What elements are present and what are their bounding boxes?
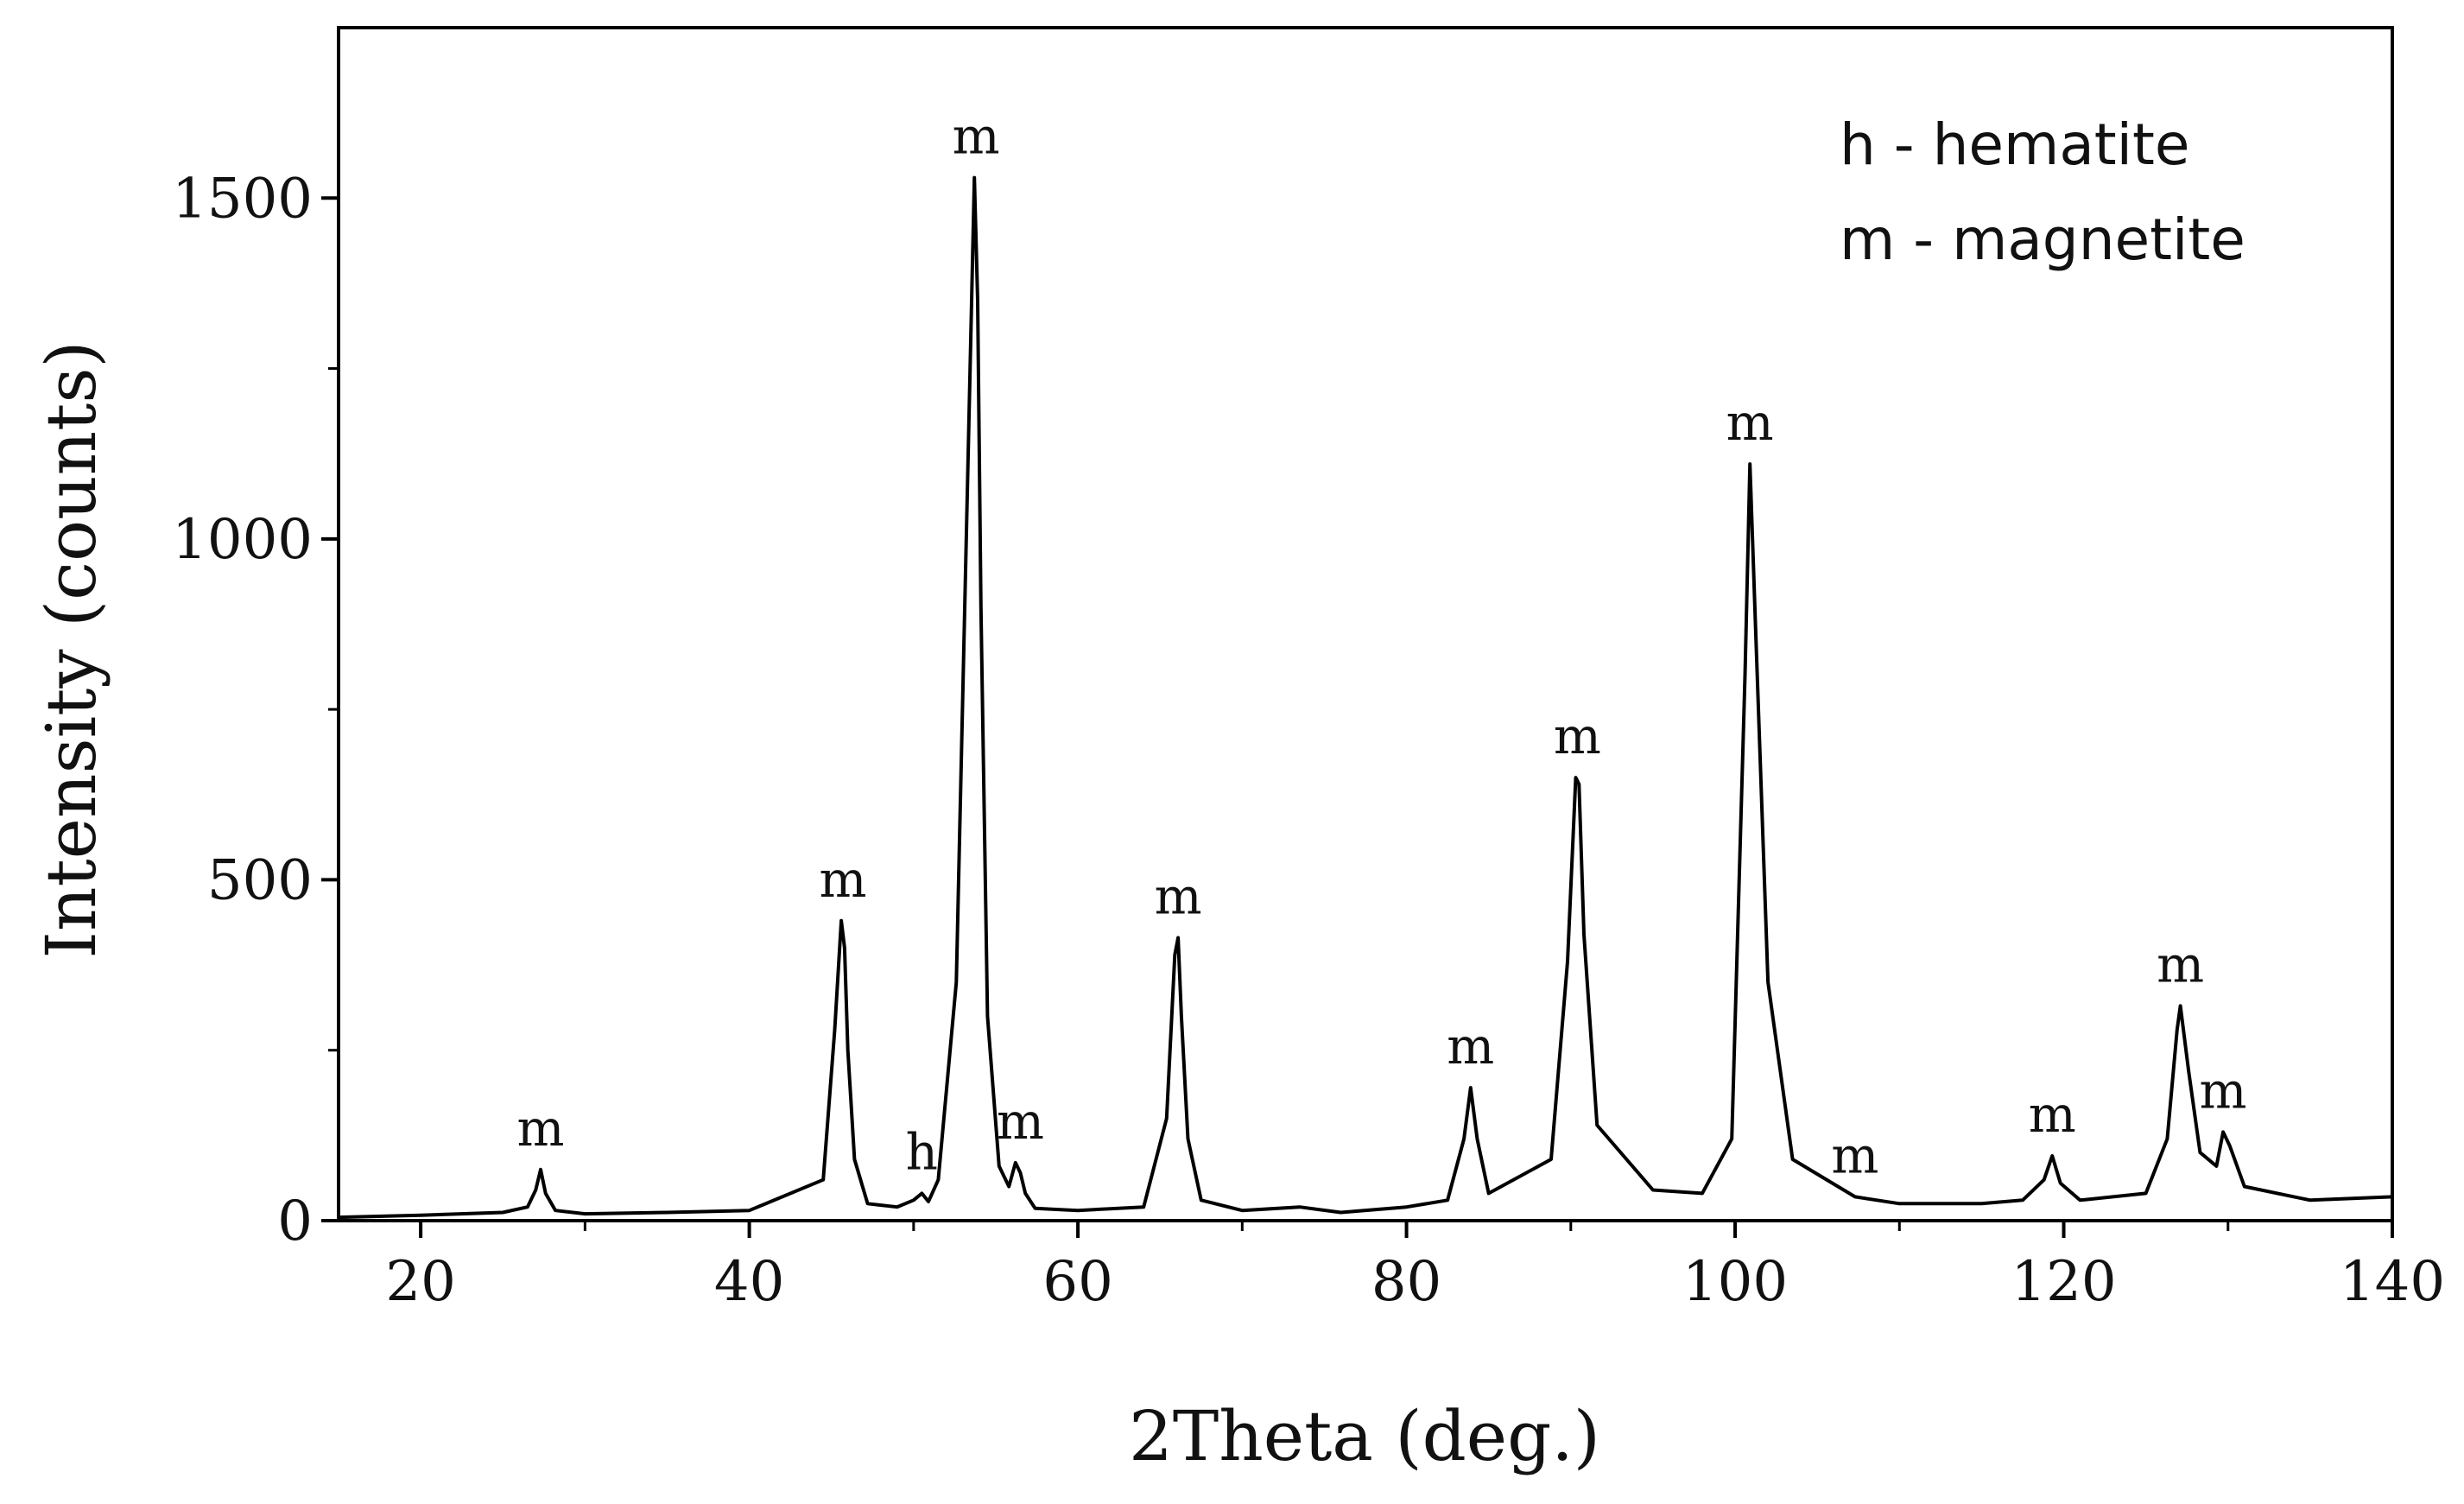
y-tick-label: 1500 — [172, 167, 313, 231]
peak-label: m — [1554, 707, 1601, 765]
y-tick-label: 500 — [207, 848, 313, 912]
x-axis-title: 2Theta (deg.) — [1129, 1396, 1600, 1476]
x-tick-label: 60 — [1042, 1250, 1112, 1314]
x-tick-label: 140 — [2340, 1250, 2445, 1314]
peak-label: m — [1831, 1126, 1878, 1184]
x-tick-label: 100 — [1682, 1250, 1788, 1314]
peak-label: m — [1447, 1017, 1494, 1076]
peak-label: m — [2157, 935, 2204, 993]
peak-label: m — [2029, 1085, 2076, 1144]
peak-label: m — [2200, 1061, 2247, 1120]
peak-label: m — [1726, 393, 1774, 452]
plot-frame — [337, 26, 2394, 1222]
xrd-series-line — [338, 175, 2393, 1220]
y-axis-title: Intensity (counts) — [31, 340, 111, 958]
x-tick-label: 120 — [2011, 1250, 2116, 1314]
legend-entry-magnetite: m - magnetite — [1840, 206, 2245, 273]
peak-label: m — [1155, 867, 1202, 926]
y-tick-label: 1000 — [172, 508, 313, 572]
peak-label: h — [906, 1122, 938, 1181]
x-tick-label: 80 — [1371, 1250, 1441, 1314]
y-tick-label: 0 — [277, 1190, 313, 1253]
peak-label: m — [516, 1099, 564, 1158]
legend-entry-hematite: h - hematite — [1840, 111, 2189, 178]
x-tick-label: 20 — [385, 1250, 455, 1314]
peak-label: m — [953, 107, 1000, 166]
x-tick-label: 40 — [714, 1250, 784, 1314]
peak-label: m — [820, 850, 867, 909]
peak-label: m — [997, 1092, 1044, 1151]
